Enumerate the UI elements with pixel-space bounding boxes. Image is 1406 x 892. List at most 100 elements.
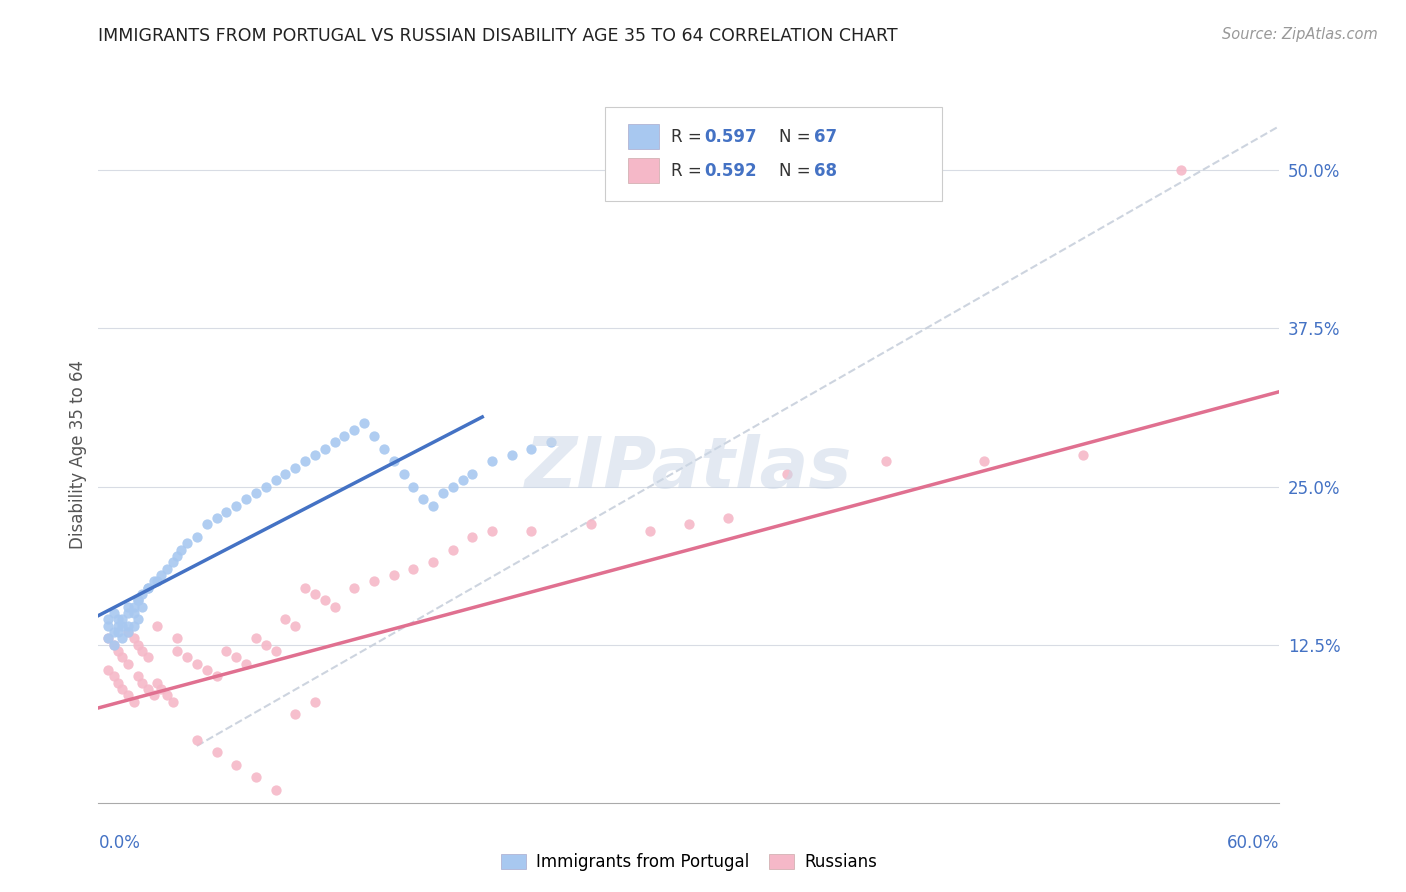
- Point: [432, 486, 454, 500]
- Point: [166, 632, 188, 646]
- Text: 0.597: 0.597: [704, 128, 756, 146]
- Point: [162, 556, 184, 570]
- Point: [215, 644, 238, 658]
- Point: [186, 657, 208, 671]
- Point: [314, 593, 336, 607]
- Point: [117, 688, 139, 702]
- Point: [136, 681, 159, 696]
- Text: ZIPatlas: ZIPatlas: [526, 434, 852, 503]
- Point: [170, 542, 193, 557]
- Point: [136, 581, 159, 595]
- Point: [245, 632, 267, 646]
- Point: [353, 417, 375, 431]
- Point: [146, 574, 169, 589]
- Point: [264, 783, 287, 797]
- Point: [422, 556, 444, 570]
- Point: [186, 732, 208, 747]
- Text: R =: R =: [671, 161, 707, 180]
- Point: [264, 644, 287, 658]
- Point: [284, 618, 307, 632]
- Point: [274, 467, 297, 481]
- Point: [97, 632, 120, 646]
- Point: [166, 644, 188, 658]
- Text: IMMIGRANTS FROM PORTUGAL VS RUSSIAN DISABILITY AGE 35 TO 64 CORRELATION CHART: IMMIGRANTS FROM PORTUGAL VS RUSSIAN DISA…: [98, 27, 898, 45]
- Point: [461, 530, 484, 544]
- Point: [323, 435, 346, 450]
- Point: [131, 675, 153, 690]
- Point: [284, 460, 307, 475]
- Point: [117, 606, 139, 620]
- Point: [501, 448, 523, 462]
- Point: [142, 688, 165, 702]
- Point: [875, 454, 897, 468]
- Point: [304, 448, 326, 462]
- Text: Source: ZipAtlas.com: Source: ZipAtlas.com: [1222, 27, 1378, 42]
- Point: [103, 625, 125, 640]
- Point: [117, 625, 139, 640]
- Point: [254, 638, 277, 652]
- Point: [441, 479, 464, 493]
- Point: [579, 517, 602, 532]
- Text: 0.592: 0.592: [704, 161, 756, 180]
- Point: [481, 524, 503, 538]
- Point: [97, 618, 120, 632]
- Point: [111, 650, 134, 665]
- Point: [122, 599, 145, 614]
- Point: [254, 479, 277, 493]
- Point: [122, 695, 145, 709]
- Point: [122, 618, 145, 632]
- Point: [117, 657, 139, 671]
- Point: [304, 587, 326, 601]
- Point: [107, 625, 129, 640]
- Point: [294, 581, 316, 595]
- Point: [235, 657, 257, 671]
- Text: N =: N =: [779, 161, 815, 180]
- Point: [166, 549, 188, 563]
- Point: [146, 675, 169, 690]
- Point: [103, 638, 125, 652]
- Text: R =: R =: [671, 128, 707, 146]
- Point: [422, 499, 444, 513]
- Legend: Immigrants from Portugal, Russians: Immigrants from Portugal, Russians: [495, 847, 883, 878]
- Point: [131, 599, 153, 614]
- Point: [146, 618, 169, 632]
- Point: [136, 650, 159, 665]
- Point: [111, 681, 134, 696]
- Point: [107, 618, 129, 632]
- Point: [186, 530, 208, 544]
- Point: [111, 612, 134, 626]
- Point: [225, 650, 247, 665]
- Point: [156, 562, 179, 576]
- Point: [103, 638, 125, 652]
- Point: [382, 454, 405, 468]
- Point: [127, 593, 149, 607]
- Point: [131, 644, 153, 658]
- Point: [274, 612, 297, 626]
- Point: [314, 442, 336, 456]
- Point: [481, 454, 503, 468]
- Point: [195, 663, 218, 677]
- Point: [142, 574, 165, 589]
- Text: 0.0%: 0.0%: [98, 834, 141, 852]
- Point: [225, 499, 247, 513]
- Point: [205, 511, 228, 525]
- Point: [441, 542, 464, 557]
- Point: [717, 511, 740, 525]
- Point: [402, 562, 425, 576]
- Point: [412, 492, 434, 507]
- Point: [117, 625, 139, 640]
- Point: [363, 574, 385, 589]
- Point: [195, 517, 218, 532]
- Point: [103, 606, 125, 620]
- Point: [117, 618, 139, 632]
- Text: 60.0%: 60.0%: [1227, 834, 1279, 852]
- Point: [127, 669, 149, 683]
- Point: [520, 442, 543, 456]
- Point: [122, 606, 145, 620]
- Y-axis label: Disability Age 35 to 64: Disability Age 35 to 64: [69, 360, 87, 549]
- Point: [225, 757, 247, 772]
- Point: [107, 644, 129, 658]
- Point: [245, 771, 267, 785]
- Point: [540, 435, 562, 450]
- Text: 68: 68: [814, 161, 837, 180]
